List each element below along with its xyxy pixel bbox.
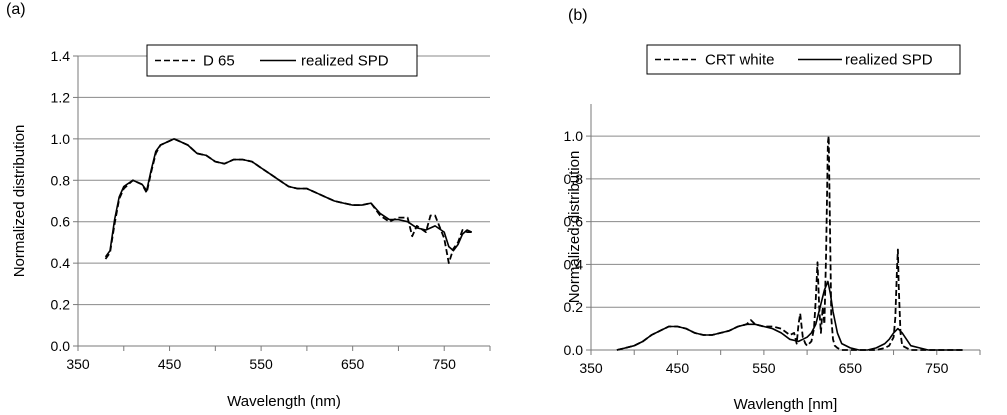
legend-label: D 65 (203, 53, 235, 70)
x-axis-label: Wavelength (nm) (227, 393, 341, 410)
series-line-solid (104, 138, 473, 258)
series-line-dashed (104, 137, 472, 265)
y-tick-label: 1.2 (51, 89, 71, 105)
panel-label: (b) (568, 7, 588, 24)
x-tick-label: 450 (666, 360, 690, 376)
x-tick-label: 550 (249, 356, 273, 372)
panel-label: (a) (6, 1, 26, 18)
y-axis-label: Normalized distribution (11, 125, 28, 278)
legend-label: CRT white (705, 52, 774, 69)
series-line-solid (616, 280, 963, 351)
y-tick-label: 0.0 (51, 338, 71, 354)
legend-label: realized SPD (301, 53, 389, 70)
y-tick-label: 0.6 (51, 214, 71, 230)
stray-mark: . (566, 219, 570, 236)
y-tick-label: 0.2 (51, 297, 71, 313)
y-tick-label: 1.0 (564, 128, 584, 144)
y-tick-label: 0.2 (564, 299, 584, 315)
x-tick-label: 650 (341, 356, 365, 372)
x-tick-label: 450 (158, 356, 182, 372)
y-tick-label: 0.4 (51, 255, 71, 271)
x-tick-label: 750 (925, 360, 949, 376)
x-tick-label: 750 (433, 356, 457, 372)
y-tick-label: 0.6 (564, 214, 584, 230)
x-tick-label: 350 (579, 360, 603, 376)
legend-label: realized SPD (845, 52, 933, 69)
y-tick-label: 0.4 (564, 256, 584, 272)
x-tick-label: 350 (66, 356, 90, 372)
y-tick-label: 0.8 (564, 171, 584, 187)
y-axis-label: Normalized distribution (566, 151, 583, 304)
y-tick-label: 0.0 (564, 342, 584, 358)
x-tick-label: 650 (839, 360, 863, 376)
y-tick-label: 1.4 (51, 48, 71, 64)
y-tick-label: 0.8 (51, 172, 71, 188)
series-line-dashed (616, 135, 963, 351)
x-tick-label: 550 (752, 360, 776, 376)
x-axis-label: Wavlength [nm] (734, 396, 838, 413)
y-tick-label: 1.0 (51, 131, 71, 147)
